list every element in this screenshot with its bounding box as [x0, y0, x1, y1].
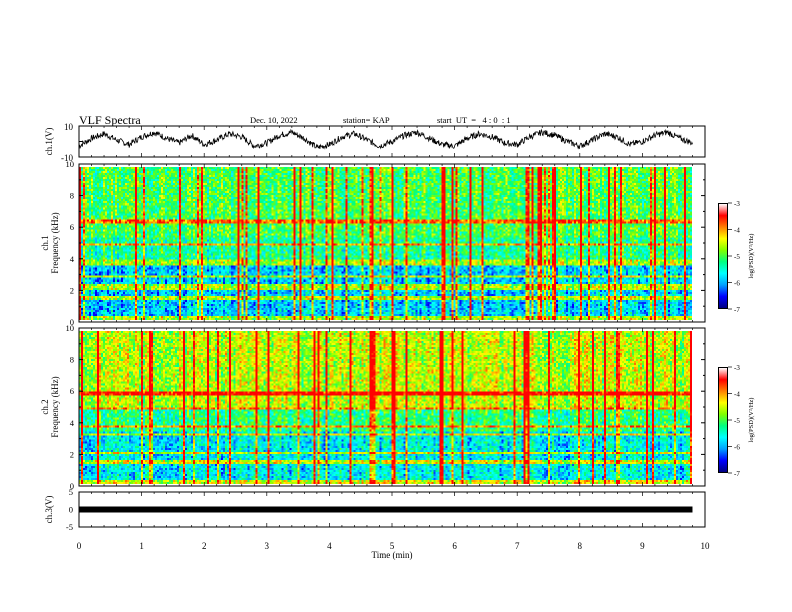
- spec-ytick-label: 8: [70, 191, 74, 201]
- spec-ytick-label: 4: [70, 254, 75, 264]
- spec-ytick-label: 0: [70, 481, 74, 491]
- x-tick-label: 10: [701, 541, 711, 551]
- ch3-signal-band: [79, 506, 693, 513]
- colorbar-tick-label: -7: [734, 470, 740, 478]
- spec-ytick-label: 10: [66, 323, 75, 333]
- date-label: Dec. 10, 2022: [250, 115, 298, 125]
- colorbar-tick-label: -5: [734, 253, 740, 261]
- ch2-colorbar: [718, 367, 728, 473]
- x-tick-label: 5: [390, 541, 395, 551]
- ch1-ylabel: ch.1(V): [44, 128, 54, 156]
- x-tick-label: 0: [77, 541, 82, 551]
- spec-ytick-label: 8: [70, 355, 74, 365]
- spec-ylabel: ch.2: [40, 399, 50, 414]
- spec-ylabel: Frequency (kHz): [50, 212, 60, 273]
- x-tick-label: 6: [452, 541, 457, 551]
- spec-ylabel: ch.1: [40, 235, 50, 250]
- spec-ytick-label: 2: [70, 285, 74, 295]
- ch1-ytick-label: -10: [61, 153, 73, 163]
- station-label: station= KAP: [343, 115, 390, 125]
- colorbar-tick-label: -3: [734, 200, 740, 208]
- colorbar-tick-label: -4: [734, 227, 740, 235]
- colorbar-tick-label: -4: [734, 391, 740, 399]
- colorbar-tick-label: -5: [734, 417, 740, 425]
- x-axis-label: Time (min): [372, 550, 413, 560]
- ch1-colorbar: [718, 203, 728, 309]
- panel-frame-3: [78, 327, 706, 487]
- ch3-ytick-label: 0: [69, 505, 73, 515]
- colorbar-tick-label: -6: [734, 444, 740, 452]
- colorbar-label: log(PSD)(V²/Hz): [748, 398, 755, 443]
- spec-ylabel: Frequency (kHz): [50, 376, 60, 437]
- ch3-ylabel: ch.3(V): [44, 496, 54, 524]
- x-tick-label: 9: [640, 541, 645, 551]
- spec-ytick-label: 0: [70, 317, 74, 327]
- x-tick-label: 7: [515, 541, 520, 551]
- colorbar-tick-label: -6: [734, 280, 740, 288]
- ch3-ytick-label: -5: [66, 522, 73, 532]
- ch1-ytick-label: 10: [64, 122, 74, 132]
- plot-title: VLF Spectra: [79, 113, 141, 127]
- x-tick-label: 3: [265, 541, 270, 551]
- ch3-ytick-label: 5: [69, 487, 73, 497]
- start-time-label: start UT = 4 : 0 : 1: [437, 115, 511, 125]
- spec-ytick-label: 2: [70, 449, 74, 459]
- colorbar-tick-label: -7: [734, 306, 740, 314]
- ch1-spectrogram-heatmap: [79, 167, 692, 320]
- x-tick-label: 2: [202, 541, 207, 551]
- x-tick-label: 8: [578, 541, 583, 551]
- ch2-spectrogram-heatmap: [79, 331, 692, 484]
- spec-ytick-label: 6: [70, 222, 74, 232]
- x-tick-label: 4: [327, 541, 332, 551]
- colorbar-tick-label: -3: [734, 364, 740, 372]
- spec-ytick-label: 10: [66, 159, 75, 169]
- spec-ytick-label: 6: [70, 386, 74, 396]
- x-tick-label: 1: [139, 541, 144, 551]
- panel-frame-2: [78, 163, 706, 323]
- ch1-waveform-line: [78, 128, 693, 150]
- colorbar-label: log(PSD)(V²/Hz): [748, 234, 755, 279]
- spec-ytick-label: 4: [70, 418, 75, 428]
